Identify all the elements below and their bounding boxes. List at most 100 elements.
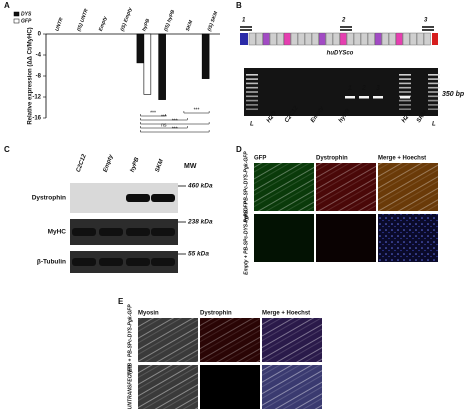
bracket — [140, 114, 166, 117]
ladder-band — [428, 78, 440, 80]
exon — [346, 32, 354, 46]
pcr-band — [345, 96, 355, 99]
exon — [297, 32, 305, 46]
x-tick-label: (IS) SKM — [207, 10, 220, 32]
blot-band — [126, 228, 150, 236]
ladder-band — [399, 108, 411, 110]
blot-band — [151, 194, 175, 202]
column-label: Merge + Hoechst — [262, 311, 310, 317]
ladder-band — [428, 91, 440, 93]
significance-label: *** — [194, 107, 200, 113]
bar — [201, 33, 210, 79]
mw-label: 238 kDa — [187, 219, 213, 226]
exon — [290, 32, 298, 46]
micrograph-texture — [200, 318, 260, 362]
x-tick-label: (IS) Empty — [120, 7, 134, 32]
panel-letter: C — [4, 145, 10, 154]
exon — [248, 32, 256, 46]
ladder-band — [246, 108, 258, 110]
lane-label: Empty — [103, 153, 115, 173]
band-number: 3 — [376, 85, 380, 92]
ladder-band — [399, 74, 411, 76]
blot-band — [72, 228, 96, 236]
micrograph — [316, 214, 376, 262]
primer-arrow — [422, 26, 434, 31]
exon — [318, 32, 326, 46]
exon — [402, 32, 410, 46]
ladder-band — [428, 74, 440, 76]
row-label: hyPB + PB-SPc-DYS-Pgk-GFP — [127, 304, 133, 376]
exon — [325, 32, 333, 46]
micrograph-texture — [138, 318, 198, 362]
band-number: 2 — [361, 85, 366, 92]
y-axis-label: Relative expression (ΔΔ Ct/MyHC) — [28, 27, 34, 124]
exon — [262, 32, 270, 46]
blot — [70, 251, 178, 273]
ladder-band — [399, 104, 411, 106]
micrograph-texture — [262, 365, 322, 409]
pcr-band — [359, 96, 369, 99]
blot-band — [72, 258, 96, 266]
blot-band — [151, 258, 175, 266]
row-label: UNTRANSFECTED — [127, 364, 133, 409]
panel-c: C2C12 Empty hyPB SKM MW Dystrophin 460 kDa MyHC… — [32, 153, 213, 273]
ladder-band — [246, 78, 258, 80]
legend-label: GFP — [21, 18, 32, 24]
band-number: 1 — [348, 85, 352, 92]
bracket — [140, 118, 188, 121]
exon — [269, 32, 277, 46]
lane-label: C2C12 — [76, 153, 88, 173]
exon — [339, 32, 347, 46]
micrograph — [254, 214, 314, 262]
bar — [136, 33, 145, 64]
construct-start — [240, 33, 248, 45]
ladder-band — [428, 95, 440, 98]
mw-label: 460 kDa — [187, 183, 213, 190]
bracket — [140, 130, 210, 133]
y-tick-label: -12 — [32, 95, 41, 101]
row-label: Dystrophin — [32, 195, 66, 202]
bar — [158, 33, 166, 100]
lane-label: hyPB — [130, 156, 141, 173]
exon — [255, 32, 263, 46]
exon — [416, 32, 424, 46]
micrograph-texture — [138, 365, 198, 409]
bracket — [140, 126, 188, 129]
significance-label: ns — [161, 122, 167, 128]
significance-label: *** — [172, 126, 178, 132]
blot-band — [99, 258, 123, 266]
mw-label: 55 kDa — [188, 251, 209, 258]
construct-name: huDYSco — [327, 51, 354, 57]
exon — [395, 32, 403, 46]
size-label: 350 bp — [442, 91, 465, 98]
x-tick-label: Empty — [98, 16, 109, 33]
ladder-band — [399, 99, 411, 102]
exon — [304, 32, 312, 46]
exon — [367, 32, 375, 46]
ladder-band — [246, 95, 258, 98]
x-tick-label: SKM — [185, 19, 195, 32]
y-tick-label: -8 — [36, 74, 42, 80]
x-tick-label: hyPB — [141, 18, 151, 32]
ladder-band — [428, 104, 440, 106]
micrograph-texture — [378, 163, 438, 211]
significance-label: *** — [161, 114, 167, 120]
exon — [283, 32, 291, 46]
row-label: MyHC — [48, 229, 67, 236]
row-label: Empty + PB-SPc-DYS-Pgk-GFP — [243, 200, 249, 274]
y-tick-label: -16 — [32, 116, 41, 122]
row-label: hyPB + PB-SPc-DYS-Pgk-GFP — [243, 151, 249, 223]
exon — [388, 32, 396, 46]
x-tick-label: UNTR — [54, 17, 65, 32]
exon — [360, 32, 368, 46]
micrograph-texture — [254, 163, 314, 211]
primer-arrow — [340, 26, 352, 31]
panel-e: Myosin Dystrophin Merge + Hoechst hyPB + PB… — [127, 304, 322, 409]
exon — [409, 32, 417, 46]
pcr-band — [373, 96, 383, 99]
column-label: Myosin — [138, 311, 159, 317]
pcr-band — [400, 96, 410, 99]
